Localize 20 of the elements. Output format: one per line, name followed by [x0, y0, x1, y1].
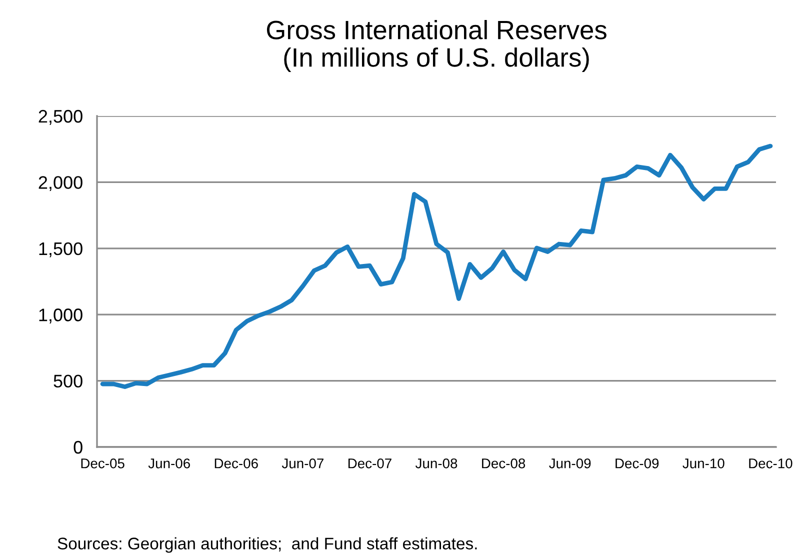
- source-note: Sources: Georgian authorities; and Fund staff estimates.: [58, 537, 477, 553]
- y-tick-label: 2,500: [38, 110, 82, 125]
- x-tick-label: Dec-09: [616, 458, 659, 468]
- x-tick-label: Dec-05: [81, 458, 124, 468]
- x-tick-label: Dec-10: [749, 458, 792, 468]
- y-tick-label: 1,500: [39, 242, 82, 258]
- x-tick-label: Jun-10: [682, 458, 724, 468]
- x-tick-label: Jun-09: [549, 458, 591, 468]
- y-tick-label: 2,000: [38, 176, 82, 192]
- x-tick-label: Jun-07: [282, 458, 324, 468]
- x-tick-label: Dec-06: [214, 458, 258, 468]
- chart-title: Gross International Reserves (In millions of U.S. dollars): [266, 20, 606, 72]
- y-tick-label: 500: [54, 374, 82, 388]
- x-tick-label: Jun-06: [148, 458, 190, 468]
- y-tick-label: 1,000: [39, 308, 82, 324]
- line-series: [100, 144, 773, 389]
- x-tick-label: Jun-08: [415, 458, 458, 468]
- y-tick-label: 0: [74, 440, 82, 454]
- x-tick-label: Dec-08: [482, 458, 526, 468]
- x-tick-label: Dec-07: [348, 458, 392, 468]
